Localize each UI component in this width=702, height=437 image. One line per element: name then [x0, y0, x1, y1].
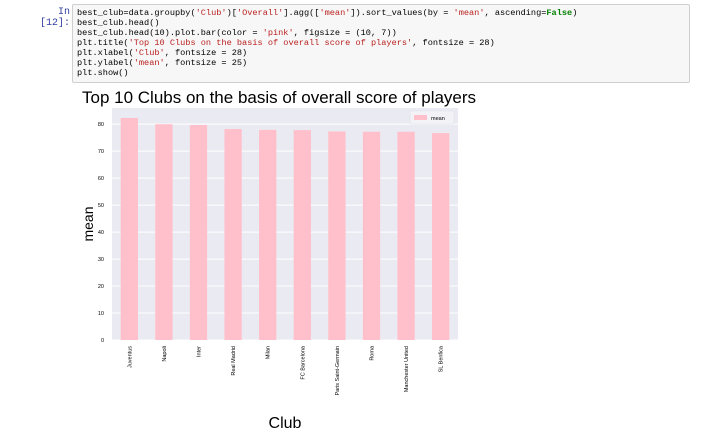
x-tick-label: Real Madrid — [231, 346, 237, 376]
y-tick-label: 20 — [98, 284, 104, 290]
y-tick-label: 0 — [101, 338, 104, 344]
x-tick-label: Manchester United — [404, 346, 410, 392]
bar — [155, 124, 173, 340]
code-line: plt.title('Top 10 Clubs on the basis of … — [77, 38, 495, 48]
y-tick-label: 80 — [98, 122, 104, 128]
y-tick-label: 70 — [98, 149, 104, 155]
x-axis-label: Club — [269, 415, 302, 432]
code-line: plt.xlabel('Club', fontsize = 28) — [77, 48, 248, 58]
y-tick-label: 30 — [98, 257, 104, 263]
bar — [362, 131, 381, 340]
y-tick-label: 10 — [98, 311, 104, 317]
y-axis-label: mean — [80, 206, 96, 241]
legend-swatch — [414, 115, 427, 120]
bar — [259, 129, 277, 340]
code-cell-editor[interactable]: best_club=data.groupby('Club')['Overall'… — [72, 4, 690, 83]
bar — [120, 117, 138, 340]
legend-box — [409, 110, 455, 125]
code-line: plt.show() — [77, 68, 129, 78]
code-line: best_club.head() — [77, 18, 160, 28]
bar — [432, 133, 450, 340]
y-tick-label: 40 — [98, 230, 104, 236]
y-tick-label: 50 — [98, 203, 104, 209]
bar — [328, 131, 346, 340]
x-tick-label: SL Benfica — [439, 345, 445, 372]
x-tick-label: Juventus — [127, 346, 133, 368]
code-line: best_club.head(10).plot.bar(color = 'pin… — [77, 28, 397, 38]
chart-title: Top 10 Clubs on the basis of overall sco… — [82, 88, 477, 107]
code-block: best_club=data.groupby('Club')['Overall'… — [77, 8, 685, 78]
bar — [189, 124, 208, 340]
code-line: plt.ylabel('mean', fontsize = 25) — [77, 58, 248, 68]
cell-output: Top 10 Clubs on the basis of overall sco… — [72, 86, 692, 437]
bar — [397, 131, 415, 340]
x-tick-label: Milan — [266, 346, 272, 359]
legend-label: mean — [431, 116, 445, 122]
y-tick-label: 60 — [98, 176, 104, 182]
cell-prompt: In [12]: — [39, 7, 70, 29]
x-tick-label: FC Barcelona — [300, 345, 306, 380]
bar — [293, 130, 311, 340]
x-tick-label: Paris Saint-Germain — [335, 346, 341, 396]
x-tick-label: Napoli — [162, 346, 168, 362]
x-tick-label: Inter — [197, 346, 203, 357]
bar — [224, 129, 242, 340]
code-line: best_club=data.groupby('Club')['Overall'… — [77, 8, 578, 18]
bar-chart: 0 10 20 30 40 50 60 70 80 Juventus Napoli Inter Real… — [80, 108, 458, 432]
x-tick-label: Roma — [370, 345, 376, 361]
